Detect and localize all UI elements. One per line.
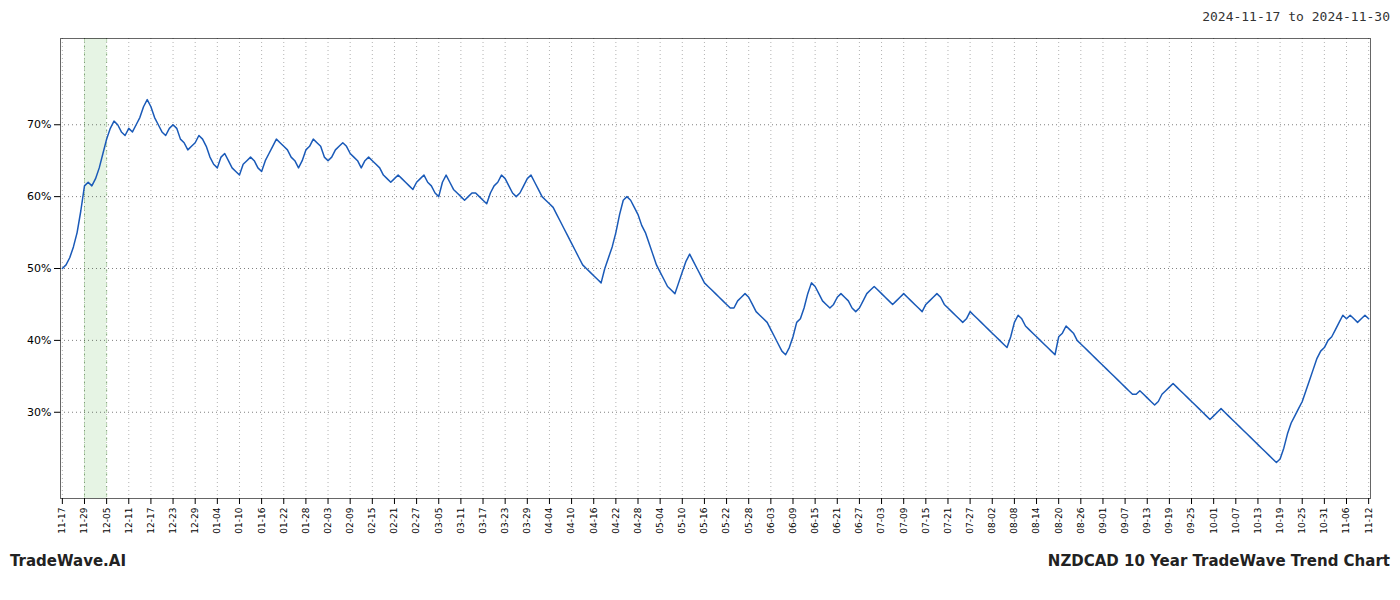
svg-text:06-09: 06-09 bbox=[788, 507, 798, 533]
svg-text:03-29: 03-29 bbox=[522, 507, 532, 533]
svg-text:10-25: 10-25 bbox=[1297, 508, 1307, 534]
svg-text:03-17: 03-17 bbox=[478, 508, 488, 534]
svg-text:05-16: 05-16 bbox=[699, 507, 709, 533]
svg-text:07-27: 07-27 bbox=[965, 508, 975, 534]
svg-text:12-23: 12-23 bbox=[168, 508, 178, 534]
svg-text:10-31: 10-31 bbox=[1319, 508, 1329, 534]
svg-text:07-21: 07-21 bbox=[943, 508, 953, 534]
svg-text:06-15: 06-15 bbox=[810, 508, 820, 534]
svg-text:06-27: 06-27 bbox=[854, 508, 864, 534]
svg-text:10-01: 10-01 bbox=[1209, 508, 1219, 534]
html-text:NZDCAD 10 Year TradeWave Trend: NZDCAD 10 Year TradeWave Trend Chart bbox=[1047, 552, 1390, 570]
svg-text:04-22: 04-22 bbox=[611, 508, 621, 534]
svg-text:11-17: 11-17 bbox=[57, 508, 67, 534]
svg-text:01-04: 01-04 bbox=[212, 507, 222, 533]
svg-text:60%: 60% bbox=[27, 190, 51, 203]
svg-text:01-28: 01-28 bbox=[301, 507, 311, 533]
svg-text:05-22: 05-22 bbox=[721, 508, 731, 534]
html-text:TradeWave.AI: TradeWave.AI bbox=[10, 552, 126, 570]
svg-text:50%: 50% bbox=[27, 262, 51, 275]
svg-text:04-04: 04-04 bbox=[544, 507, 554, 533]
svg-text:01-10: 01-10 bbox=[234, 507, 244, 533]
svg-text:40%: 40% bbox=[27, 334, 51, 347]
svg-text:02-15: 02-15 bbox=[367, 508, 377, 534]
svg-text:03-05: 03-05 bbox=[434, 508, 444, 534]
svg-text:30%: 30% bbox=[27, 406, 51, 419]
svg-text:07-09: 07-09 bbox=[899, 507, 909, 533]
svg-text:06-03: 06-03 bbox=[766, 508, 776, 534]
svg-text:09-13: 09-13 bbox=[1142, 508, 1152, 534]
svg-text:06-21: 06-21 bbox=[832, 508, 842, 534]
svg-text:12-29: 12-29 bbox=[190, 507, 200, 533]
svg-text:11-12: 11-12 bbox=[1364, 508, 1374, 534]
svg-text:11-06: 11-06 bbox=[1341, 507, 1351, 533]
svg-text:02-09: 02-09 bbox=[345, 507, 355, 533]
svg-text:10-07: 10-07 bbox=[1231, 508, 1241, 534]
svg-text:02-03: 02-03 bbox=[323, 508, 333, 534]
svg-text:08-08: 08-08 bbox=[1009, 507, 1019, 533]
svg-text:07-15: 07-15 bbox=[921, 508, 931, 534]
svg-text:05-28: 05-28 bbox=[744, 507, 754, 533]
svg-text:04-10: 04-10 bbox=[566, 507, 576, 533]
svg-text:70%: 70% bbox=[27, 118, 51, 131]
svg-text:09-25: 09-25 bbox=[1186, 508, 1196, 534]
svg-text:05-10: 05-10 bbox=[677, 507, 687, 533]
svg-text:12-11: 12-11 bbox=[124, 508, 134, 534]
svg-text:12-17: 12-17 bbox=[146, 508, 156, 534]
svg-text:09-01: 09-01 bbox=[1098, 508, 1108, 534]
svg-text:09-19: 09-19 bbox=[1164, 507, 1174, 533]
svg-text:01-22: 01-22 bbox=[279, 508, 289, 534]
svg-text:08-20: 08-20 bbox=[1054, 507, 1064, 533]
svg-text:08-14: 08-14 bbox=[1031, 507, 1041, 533]
svg-text:02-21: 02-21 bbox=[389, 508, 399, 534]
svg-text:03-11: 03-11 bbox=[456, 508, 466, 534]
svg-text:10-19: 10-19 bbox=[1275, 507, 1285, 533]
svg-text:04-28: 04-28 bbox=[633, 507, 643, 533]
svg-text:02-27: 02-27 bbox=[411, 508, 421, 534]
svg-text:03-23: 03-23 bbox=[500, 508, 510, 534]
svg-text:08-26: 08-26 bbox=[1076, 507, 1086, 533]
svg-text:04-16: 04-16 bbox=[589, 507, 599, 533]
svg-text:08-02: 08-02 bbox=[987, 508, 997, 534]
svg-text:05-04: 05-04 bbox=[655, 507, 665, 533]
svg-text:12-05: 12-05 bbox=[102, 508, 112, 534]
svg-text:10-13: 10-13 bbox=[1253, 508, 1263, 534]
svg-text:01-16: 01-16 bbox=[256, 507, 266, 533]
svg-text:09-07: 09-07 bbox=[1120, 508, 1130, 534]
html-text:2024-11-17 to 2024-11-30: 2024-11-17 to 2024-11-30 bbox=[1202, 9, 1390, 24]
svg-text:11-29: 11-29 bbox=[79, 507, 89, 533]
svg-text:07-03: 07-03 bbox=[876, 508, 886, 534]
